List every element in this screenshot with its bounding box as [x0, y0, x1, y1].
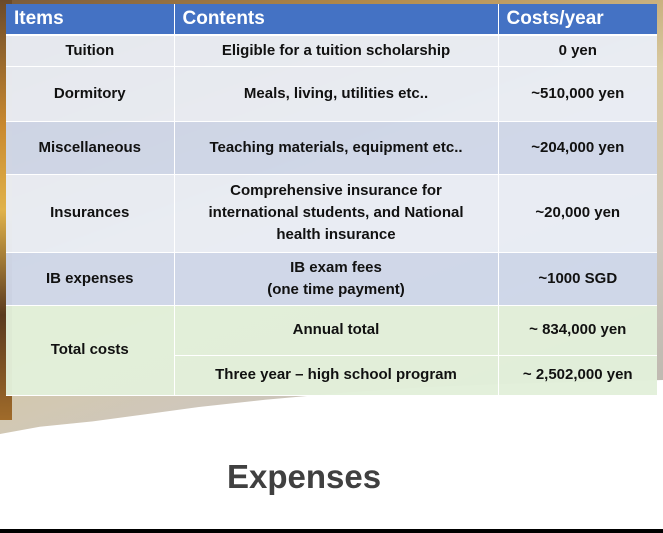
item-cell: Tuition: [6, 35, 175, 67]
total-costs-cell: Total costs: [6, 305, 175, 396]
contents-cell: IB exam fees (one time payment): [174, 252, 499, 306]
header-contents: Contents: [174, 4, 499, 36]
table-row-total-annual: Total costs Annual total ~ 834,000 yen: [6, 305, 657, 396]
cost-cell: ~20,000 yen: [498, 174, 657, 253]
table-header-row: Items Contents Costs/year: [6, 4, 657, 36]
contents-cell: Teaching materials, equipment etc..: [174, 121, 499, 175]
header-items: Items: [6, 4, 175, 36]
cost-cell: 0 yen: [498, 35, 657, 67]
table-row-tuition: Tuition Eligible for a tuition scholarsh…: [6, 35, 657, 67]
contents-cell: Meals, living, utilities etc..: [174, 66, 499, 122]
contents-line: Comprehensive insurance for: [230, 182, 442, 199]
cost-cell: ~1000 SGD: [498, 252, 657, 306]
contents-cell: Three year – high school program: [174, 355, 499, 396]
table-row-total-program: Three year – high school program ~ 2,502…: [6, 355, 657, 396]
contents-line: Eligible for a tuition scholarship: [221, 41, 451, 59]
cost-cell: ~ 2,502,000 yen: [498, 355, 657, 396]
contents-line: health insurance: [276, 226, 396, 243]
contents-line: Teaching materials, equipment etc..: [209, 138, 463, 156]
bottom-divider: [0, 529, 663, 533]
table-row-miscellaneous: Miscellaneous Teaching materials, equipm…: [6, 121, 657, 175]
item-cell: Dormitory: [6, 66, 175, 122]
slide-title: Expenses: [226, 458, 382, 495]
item-cell: Miscellaneous: [6, 121, 175, 175]
table-row-dormitory: Dormitory Meals, living, utilities etc..…: [6, 66, 657, 122]
cost-cell: ~204,000 yen: [498, 121, 657, 175]
item-cell: IB expenses: [6, 252, 175, 306]
expenses-table: Items Contents Costs/year Tuition Eligib…: [6, 4, 657, 396]
contents-line: IB exam fees: [290, 258, 382, 276]
contents-cell: Annual total: [174, 305, 499, 356]
table-row-insurances: Insurances Comprehensive insurance for i…: [6, 174, 657, 253]
item-cell: Insurances: [6, 174, 175, 253]
contents-cell: Comprehensive insurance for internationa…: [174, 174, 499, 253]
cost-cell: ~ 834,000 yen: [498, 305, 657, 356]
contents-line: Meals, living, utilities etc..: [243, 84, 429, 102]
contents-line: international students, and National: [208, 204, 464, 221]
table-row-ib-expenses: IB expenses IB exam fees (one time payme…: [6, 252, 657, 306]
contents-line: (one time payment): [267, 280, 405, 298]
cost-cell: ~510,000 yen: [498, 66, 657, 122]
contents-cell: Eligible for a tuition scholarship: [174, 35, 499, 67]
header-costs: Costs/year: [498, 4, 657, 36]
